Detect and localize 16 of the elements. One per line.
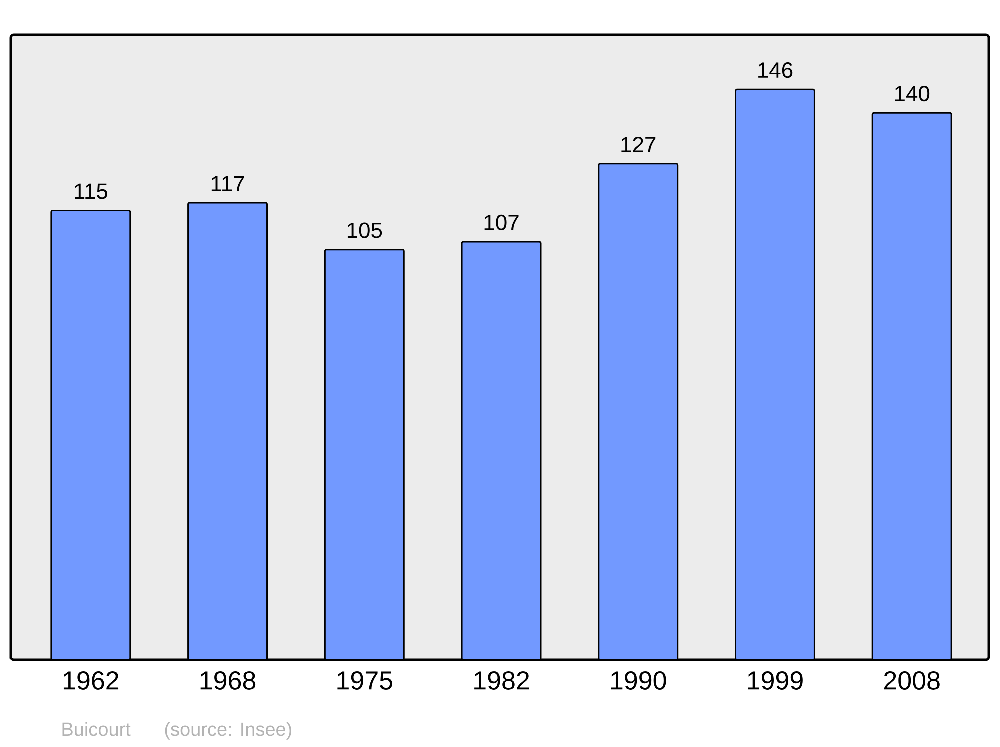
data-label: 115 <box>75 184 108 200</box>
data-label: 105 <box>348 222 382 238</box>
data-label: 117 <box>212 176 244 192</box>
x-tick-label: 2008 <box>884 672 940 690</box>
data-label: 140 <box>895 86 930 102</box>
x-tick-label: 1962 <box>64 672 119 690</box>
x-tick-label: 1975 <box>338 672 392 690</box>
data-label: 127 <box>622 136 656 152</box>
text: (source: Insee) <box>165 722 292 740</box>
text: Buicourt <box>62 722 131 736</box>
x-tick-label: 1968 <box>200 672 256 690</box>
x-tick-label: 1999 <box>748 672 803 690</box>
data-label: 107 <box>484 214 519 230</box>
x-tick-label: 1982 <box>474 672 530 690</box>
data-label: 146 <box>758 62 793 78</box>
x-tick-label: 1990 <box>611 672 666 690</box>
